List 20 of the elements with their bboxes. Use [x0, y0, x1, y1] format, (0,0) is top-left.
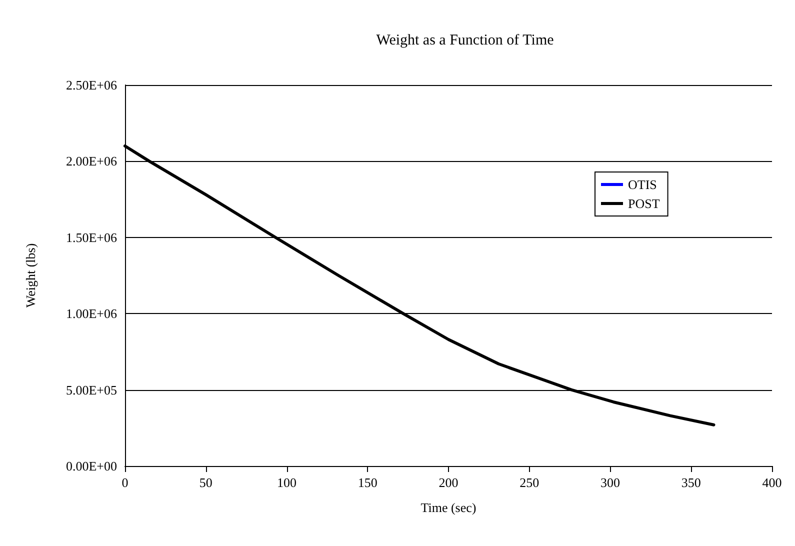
y-tick-label: 2.00E+06 — [66, 154, 118, 169]
y-tick-label: 1.00E+06 — [66, 306, 118, 322]
y-tick-label: 0.00E+00 — [66, 458, 117, 474]
legend-label: POST — [628, 196, 660, 211]
chart-title: Weight as a Function of Time — [376, 32, 554, 48]
x-tick-label: 400 — [762, 475, 782, 490]
y-tick-label: 2.50E+06 — [66, 78, 118, 92]
x-tick-label: 300 — [600, 475, 620, 490]
y-tick-label: 1.50E+06 — [66, 230, 118, 245]
y-tick-label: 5.00E+05 — [66, 382, 117, 398]
x-tick-label: 50 — [199, 475, 212, 490]
x-tick-label: 0 — [122, 475, 128, 490]
x-tick-label: 250 — [520, 475, 540, 490]
x-tick-label: 100 — [277, 475, 296, 490]
x-tick-label: 200 — [438, 475, 458, 490]
x-axis-title: Time (sec) — [420, 500, 476, 515]
y-axis-title: Weight (lbs) — [23, 243, 38, 308]
x-tick-label: 350 — [681, 475, 701, 490]
legend-label: OTIS — [628, 177, 657, 192]
x-tick-label: 150 — [358, 475, 378, 490]
